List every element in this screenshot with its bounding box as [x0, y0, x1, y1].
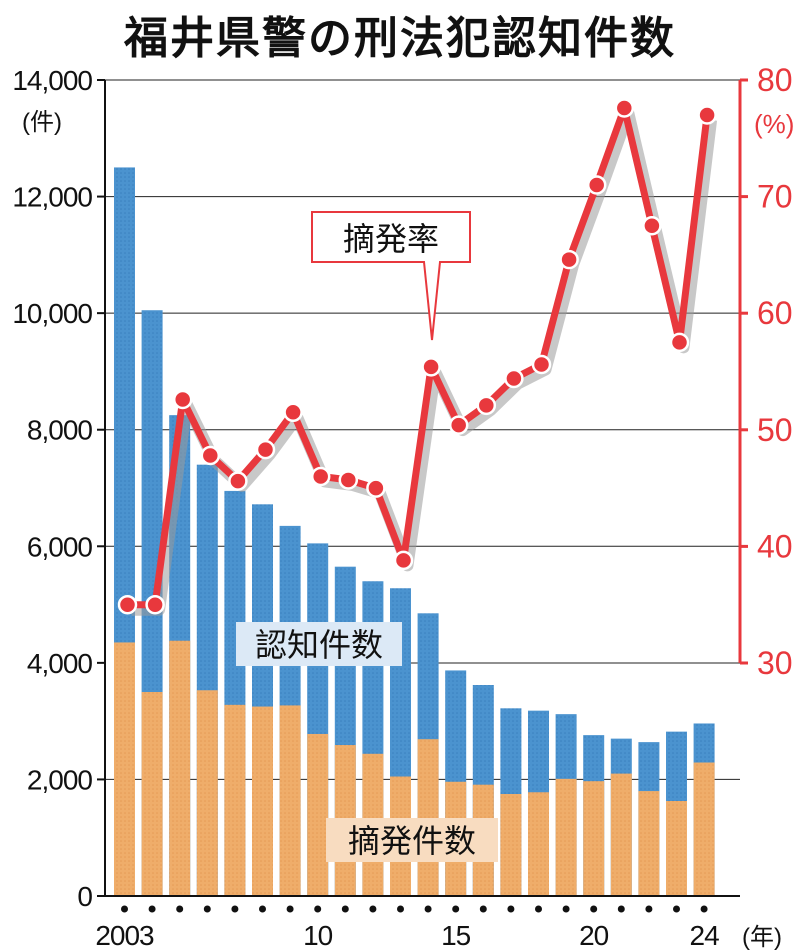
rate-point	[200, 445, 221, 466]
y-tick-label: 4,000	[27, 648, 92, 679]
rate-point	[283, 402, 303, 423]
x-tick-dot	[700, 905, 708, 913]
right-tick-label: 50	[757, 412, 793, 448]
y-tick-label: 0	[77, 881, 92, 912]
bar-cleared	[169, 640, 191, 896]
rate-point	[669, 332, 690, 353]
rate-point	[310, 466, 331, 487]
bar-cleared	[555, 778, 577, 896]
y-tick-label: 8,000	[27, 415, 92, 446]
x-tick-label: 24	[690, 920, 720, 951]
bar-cleared	[196, 690, 218, 896]
bar-cleared	[500, 794, 522, 896]
x-tick-dot	[314, 905, 322, 913]
bar-cleared	[666, 800, 687, 896]
x-tick-dot	[341, 905, 349, 913]
bar-cleared	[638, 791, 660, 896]
x-tick-dot	[203, 905, 211, 913]
x-axis-unit: (年)	[742, 924, 782, 951]
bar-cleared	[693, 762, 715, 896]
bar-cleared	[583, 781, 605, 896]
x-tick-dot	[645, 905, 653, 913]
cleared-label-bg	[326, 818, 498, 862]
bar-cleared	[141, 692, 163, 896]
rate-point	[145, 594, 165, 615]
rate-point	[421, 357, 441, 377]
x-tick-dot	[176, 905, 184, 913]
x-tick-dot	[507, 905, 515, 913]
y-tick-label: 10,000	[12, 298, 92, 329]
y-tick-label: 14,000	[12, 65, 92, 96]
rate-point	[117, 594, 138, 615]
right-tick-label: 80	[757, 62, 793, 98]
cleared-label: 摘発件数	[348, 823, 476, 859]
bar-cleared	[417, 739, 439, 896]
recognized-label-group: 認知件数	[236, 622, 402, 666]
x-tick-dot	[121, 905, 128, 913]
left-axis-unit: (件)	[22, 109, 62, 136]
bar-cleared	[528, 792, 549, 896]
right-tick-label: 40	[757, 528, 793, 564]
rate-point	[642, 216, 662, 236]
rate-point	[338, 470, 359, 490]
rate-point	[504, 368, 524, 389]
rate-point	[586, 175, 607, 195]
x-tick-label: 10	[303, 920, 333, 951]
recognized-label: 認知件数	[255, 627, 383, 663]
rate-point	[172, 389, 193, 410]
rate-point	[614, 98, 635, 118]
rate-point	[531, 354, 552, 375]
rate-label: 摘発率	[343, 221, 439, 257]
x-tick-dot	[231, 905, 239, 913]
x-tick-dot	[590, 905, 598, 913]
cleared-label-group: 摘発件数	[326, 818, 498, 862]
right-tick-label: 70	[757, 179, 793, 215]
rate-point	[448, 415, 469, 435]
x-tick-dot	[424, 905, 432, 913]
x-tick-dot	[617, 905, 625, 913]
rate-point	[476, 395, 497, 416]
chart-title: 福井県警の刑法犯認知件数	[124, 13, 676, 64]
bar-cleared	[224, 704, 246, 896]
rate-point	[255, 439, 276, 460]
rate-line	[127, 104, 711, 609]
x-tick-dot	[259, 905, 266, 913]
bar-cleared	[114, 642, 135, 896]
x-tick-dot	[369, 905, 377, 913]
right-tick-label: 30	[757, 645, 793, 681]
rate-point	[366, 478, 386, 498]
right-axis-unit: (%)	[754, 109, 794, 139]
rate-point	[228, 471, 248, 491]
rate-line-shadow	[131, 107, 718, 616]
x-tick-dot	[479, 905, 487, 913]
rate-callout-box	[311, 211, 471, 341]
y-tick-label: 2,000	[27, 764, 92, 795]
x-tick-dot	[562, 905, 570, 913]
bar-cleared	[252, 706, 273, 896]
x-tick-dot	[673, 905, 680, 913]
x-tick-label: 2003	[95, 920, 154, 951]
x-tick-label: 15	[441, 920, 471, 951]
x-tick-dot	[535, 905, 542, 913]
x-tick-label: 20	[579, 920, 609, 951]
x-tick-dot	[286, 905, 294, 913]
y-tick-label: 6,000	[27, 531, 92, 562]
bar-cleared	[307, 733, 329, 896]
rate-callout: 摘発率	[311, 211, 471, 341]
rate-point	[559, 249, 579, 270]
x-tick-dot	[148, 905, 156, 913]
bar-cleared	[610, 773, 632, 896]
rate-point	[697, 105, 717, 125]
recognized-label-bg	[236, 622, 402, 666]
x-tick-dot	[397, 905, 404, 913]
y-tick-label: 12,000	[12, 182, 92, 213]
rate-point	[393, 550, 414, 571]
x-tick-dot	[452, 905, 460, 913]
right-tick-label: 60	[757, 295, 793, 331]
bar-cleared	[279, 705, 301, 896]
